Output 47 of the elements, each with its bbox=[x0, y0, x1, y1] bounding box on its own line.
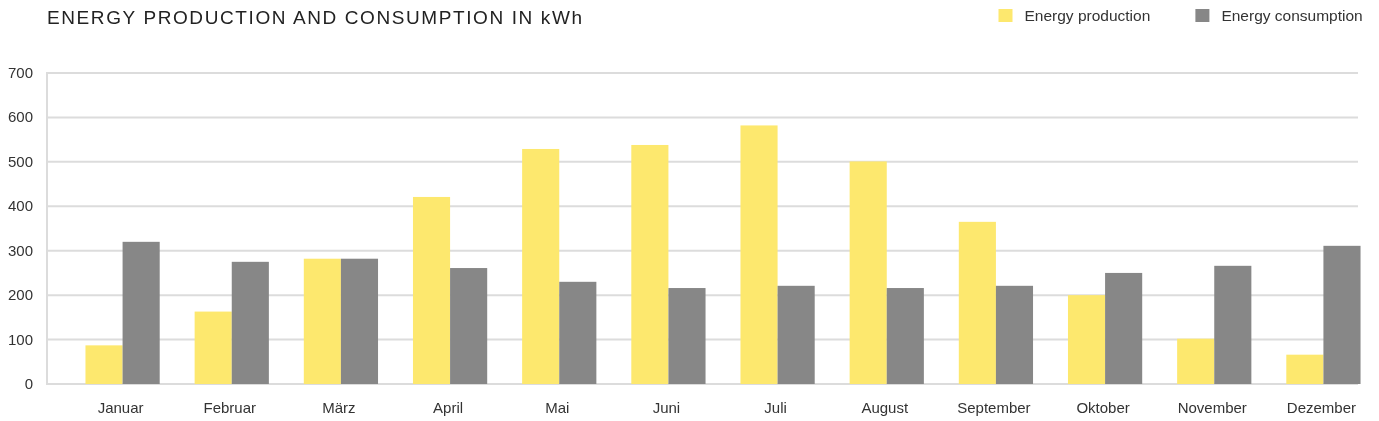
bar bbox=[1105, 272, 1143, 384]
bar bbox=[340, 258, 379, 384]
x-tick-label: Januar bbox=[97, 399, 144, 416]
bar bbox=[85, 345, 123, 384]
bar bbox=[995, 285, 1034, 384]
bar bbox=[849, 161, 887, 384]
x-tick-label: Februar bbox=[203, 399, 257, 416]
bar bbox=[412, 196, 451, 384]
y-tick-label: 500 bbox=[7, 152, 33, 170]
bar bbox=[1323, 245, 1361, 384]
y-tick-label: 700 bbox=[7, 64, 33, 81]
y-tick-label: 600 bbox=[7, 108, 33, 126]
bar bbox=[631, 144, 669, 384]
bar bbox=[122, 241, 160, 384]
x-tick-label: April bbox=[433, 399, 464, 416]
bar bbox=[522, 148, 560, 384]
bar bbox=[559, 281, 597, 384]
bar bbox=[303, 258, 341, 384]
x-tick-label: Juli bbox=[764, 399, 787, 416]
chart-title: ENERGY PRODUCTION AND CONSUMPTION IN kWh bbox=[47, 7, 584, 28]
bar bbox=[740, 125, 778, 384]
x-tick-label: September bbox=[957, 399, 1031, 416]
y-tick-label: 0 bbox=[24, 375, 33, 392]
bar bbox=[777, 285, 815, 384]
x-tick-label: Oktober bbox=[1076, 399, 1130, 416]
bar bbox=[1286, 354, 1324, 384]
legend-label: Energy consumption bbox=[1221, 7, 1363, 24]
bar bbox=[231, 261, 269, 384]
bar bbox=[450, 268, 488, 384]
bar bbox=[668, 288, 706, 384]
x-tick-label: August bbox=[861, 399, 909, 416]
bar bbox=[958, 221, 996, 384]
y-tick-label: 200 bbox=[7, 286, 33, 304]
y-tick-label: 100 bbox=[7, 330, 33, 348]
bar bbox=[1177, 338, 1215, 384]
legend-label: Energy production bbox=[1024, 7, 1151, 24]
x-tick-label: März bbox=[322, 399, 356, 416]
x-tick-label: Mai bbox=[545, 399, 570, 416]
x-tick-label: November bbox=[1177, 399, 1247, 416]
bar bbox=[194, 311, 232, 384]
x-tick-label: Juni bbox=[652, 399, 681, 416]
bar bbox=[1067, 295, 1106, 384]
x-tick-label: Dezember bbox=[1286, 399, 1357, 416]
y-tick-label: 300 bbox=[7, 241, 33, 259]
bar bbox=[886, 288, 924, 384]
y-tick-label: 400 bbox=[7, 197, 33, 215]
bar bbox=[1214, 265, 1252, 384]
